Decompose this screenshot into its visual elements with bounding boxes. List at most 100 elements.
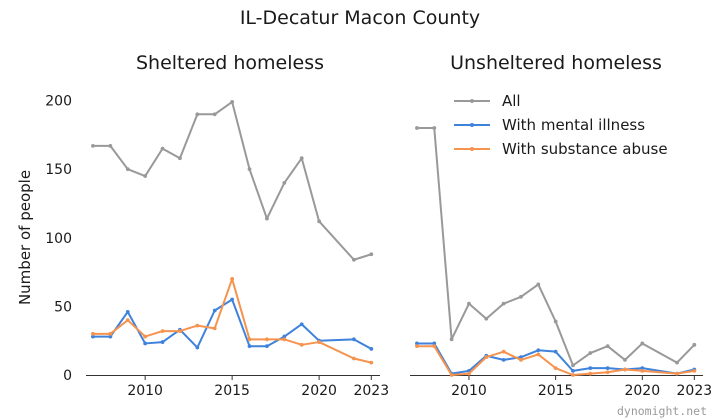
data-point-with-substance-abuse xyxy=(352,356,356,361)
data-point-all xyxy=(553,319,558,324)
data-point-with-substance-abuse xyxy=(588,371,593,376)
data-point-with-substance-abuse xyxy=(415,344,419,349)
data-point-with-mental-illness xyxy=(212,308,217,313)
data-point-with-mental-illness xyxy=(160,340,165,344)
data-point-with-substance-abuse xyxy=(432,344,437,349)
data-point-all xyxy=(352,257,356,262)
data-point-all xyxy=(484,316,489,321)
data-point-with-mental-illness xyxy=(125,309,130,314)
data-point-with-mental-illness xyxy=(247,344,252,349)
data-point-with-mental-illness xyxy=(299,322,304,327)
data-point-with-mental-illness xyxy=(265,344,269,349)
y-tick-label: 100 xyxy=(45,231,72,247)
data-point-all xyxy=(692,342,697,347)
data-point-with-mental-illness xyxy=(352,337,356,342)
data-point-all xyxy=(571,363,575,368)
data-point-all xyxy=(536,282,541,287)
panel-title: Sheltered homeless xyxy=(136,52,324,74)
data-point-all xyxy=(178,156,182,161)
data-point-with-substance-abuse xyxy=(675,371,679,376)
data-point-all xyxy=(160,146,165,151)
legend-marker-all xyxy=(470,99,474,103)
data-point-all xyxy=(369,252,374,257)
data-point-with-mental-illness xyxy=(195,345,200,350)
data-point-with-substance-abuse xyxy=(247,337,252,342)
data-point-with-substance-abuse xyxy=(230,277,235,281)
data-point-with-mental-illness xyxy=(91,334,95,339)
data-point-with-mental-illness xyxy=(588,366,593,371)
data-point-with-substance-abuse xyxy=(299,342,304,347)
legend-marker-with-mental-illness xyxy=(470,123,474,127)
data-point-with-mental-illness xyxy=(640,366,645,371)
data-point-with-substance-abuse xyxy=(553,366,558,371)
data-point-all xyxy=(125,167,130,172)
data-point-all xyxy=(605,344,610,349)
data-point-with-substance-abuse xyxy=(536,352,541,357)
legend: All With mental illness With substance abu… xyxy=(454,92,668,158)
y-tick-label: 0 xyxy=(63,368,72,384)
data-point-all xyxy=(282,181,287,185)
data-point-with-substance-abuse xyxy=(369,360,374,365)
watermark-text: dynomight.net xyxy=(617,404,707,418)
x-tick-label: 2023 xyxy=(677,383,713,399)
x-tick-label: 2015 xyxy=(538,383,574,399)
data-point-all xyxy=(247,167,252,172)
data-point-all xyxy=(108,143,113,148)
data-point-with-substance-abuse xyxy=(160,329,165,333)
data-point-with-mental-illness xyxy=(501,358,506,362)
data-point-with-substance-abuse xyxy=(212,326,217,331)
data-point-with-substance-abuse xyxy=(640,368,645,373)
data-point-all xyxy=(299,156,304,161)
data-point-with-substance-abuse xyxy=(501,349,506,354)
x-tick-label: 2023 xyxy=(353,383,389,399)
data-point-all xyxy=(143,174,148,178)
data-point-with-mental-illness xyxy=(571,368,575,373)
data-point-all xyxy=(623,358,627,362)
data-point-with-substance-abuse xyxy=(178,329,182,333)
x-tick-label: 2020 xyxy=(301,383,337,399)
data-point-all xyxy=(432,126,437,130)
panel-sheltered: Sheltered homeless 2010 2015 2020 2023 0 50 100… xyxy=(16,52,389,399)
data-point-with-mental-illness xyxy=(230,297,235,302)
data-point-all xyxy=(317,219,322,224)
data-point-with-substance-abuse xyxy=(125,318,130,323)
data-point-all xyxy=(449,337,454,342)
data-point-all xyxy=(265,216,269,221)
data-point-with-mental-illness xyxy=(108,334,113,339)
data-point-all xyxy=(675,360,679,365)
data-point-all xyxy=(467,301,471,306)
legend-label-with-mental-illness: With mental illness xyxy=(502,116,645,134)
panel-unsheltered: Unsheltered homeless 2010 2015 2020 2023 xyxy=(410,52,712,399)
data-point-with-mental-illness xyxy=(282,334,287,339)
data-point-with-mental-illness xyxy=(519,355,523,360)
series-line-with-substance-abuse xyxy=(415,345,696,376)
data-point-all xyxy=(588,351,593,355)
data-point-all xyxy=(212,112,217,117)
data-point-with-mental-illness xyxy=(536,348,541,353)
data-point-with-mental-illness xyxy=(143,341,148,346)
data-point-all xyxy=(195,112,200,117)
data-point-with-substance-abuse xyxy=(484,355,489,360)
data-point-with-mental-illness xyxy=(369,347,374,351)
data-point-with-substance-abuse xyxy=(195,323,200,328)
data-point-with-substance-abuse xyxy=(571,373,575,377)
data-point-with-substance-abuse xyxy=(519,358,523,362)
y-axis-label: Number of people xyxy=(16,170,34,305)
data-point-with-substance-abuse xyxy=(692,368,697,373)
data-point-with-substance-abuse xyxy=(143,334,148,339)
series-line-with-mental-illness xyxy=(91,298,373,350)
x-tick-label: 2020 xyxy=(624,383,660,399)
data-point-all xyxy=(501,301,506,306)
data-point-with-substance-abuse xyxy=(605,370,610,375)
data-point-with-substance-abuse xyxy=(282,337,287,342)
figure-title: IL-Decatur Macon County xyxy=(240,7,480,29)
data-point-all xyxy=(230,100,235,104)
data-point-all xyxy=(415,126,419,130)
data-point-with-mental-illness xyxy=(553,349,558,354)
series-line-all xyxy=(415,127,696,367)
series-line-all xyxy=(91,100,373,261)
panel-title: Unsheltered homeless xyxy=(450,52,662,74)
data-point-with-substance-abuse xyxy=(449,373,454,377)
data-point-all xyxy=(91,143,95,148)
